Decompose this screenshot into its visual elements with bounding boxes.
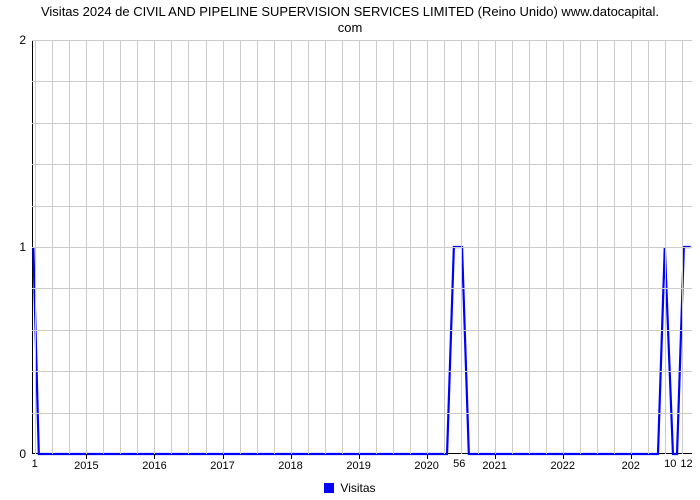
x-tick-label: 2021 xyxy=(482,454,506,472)
gridline-h-minor xyxy=(32,206,692,207)
y-tick-label: 1 xyxy=(19,240,32,254)
chart-container: Visitas 2024 de CIVIL AND PIPELINE SUPER… xyxy=(0,0,700,500)
gridline-v xyxy=(291,40,292,454)
gridline-v xyxy=(274,40,275,454)
gridline-v xyxy=(427,40,428,454)
x-tick-label: 2016 xyxy=(142,454,166,472)
gridline-v xyxy=(103,40,104,454)
gridline-v xyxy=(223,40,224,454)
gridline-v xyxy=(631,40,632,454)
gridline-v xyxy=(86,40,87,454)
data-point-label: 12 xyxy=(680,458,692,470)
chart-title: Visitas 2024 de CIVIL AND PIPELINE SUPER… xyxy=(0,4,700,37)
x-tick-label: 202 xyxy=(622,454,640,472)
x-tick-label: 2017 xyxy=(210,454,234,472)
gridline-v xyxy=(359,40,360,454)
gridline-v xyxy=(257,40,258,454)
gridline-v xyxy=(376,40,377,454)
gridline-v xyxy=(478,40,479,454)
gridline-v xyxy=(342,40,343,454)
gridline-v xyxy=(410,40,411,454)
gridline-v xyxy=(154,40,155,454)
gridline-v xyxy=(461,40,462,454)
y-tick-label: 2 xyxy=(19,33,32,47)
gridline-v xyxy=(52,40,53,454)
gridline-h-minor xyxy=(32,164,692,165)
gridline-v xyxy=(665,40,666,454)
gridline-v xyxy=(69,40,70,454)
data-point-label: 1 xyxy=(32,458,38,470)
gridline-v xyxy=(308,40,309,454)
gridline-v xyxy=(206,40,207,454)
chart-title-line2: com xyxy=(338,20,363,35)
legend-swatch xyxy=(324,483,334,493)
gridline-h-minor xyxy=(32,288,692,289)
gridline-h-minor xyxy=(32,371,692,372)
gridline-v xyxy=(563,40,564,454)
gridline-v xyxy=(171,40,172,454)
gridline-v xyxy=(444,40,445,454)
legend: Visitas xyxy=(0,480,700,495)
gridline-h-minor xyxy=(32,81,692,82)
gridline-v xyxy=(137,40,138,454)
x-tick-label: 2022 xyxy=(550,454,574,472)
x-tick-label: 2015 xyxy=(74,454,98,472)
y-tick-label: 0 xyxy=(19,447,32,461)
gridline-h-minor xyxy=(32,413,692,414)
gridline-v xyxy=(35,40,36,454)
legend-label: Visitas xyxy=(340,481,375,495)
gridline-v xyxy=(597,40,598,454)
data-point-label: 10 xyxy=(664,458,676,470)
gridline-h-major xyxy=(32,40,692,41)
gridline-v xyxy=(512,40,513,454)
gridline-v xyxy=(682,40,683,454)
gridline-h-minor xyxy=(32,330,692,331)
gridline-v xyxy=(240,40,241,454)
chart-title-line1: Visitas 2024 de CIVIL AND PIPELINE SUPER… xyxy=(41,4,659,19)
gridline-v xyxy=(188,40,189,454)
gridline-v xyxy=(614,40,615,454)
plot-area: 0122015201620172018201920202021202220215… xyxy=(32,40,692,454)
gridline-v xyxy=(325,40,326,454)
gridline-v xyxy=(495,40,496,454)
gridline-v xyxy=(648,40,649,454)
data-point-label: 56 xyxy=(453,458,465,470)
x-tick-label: 2019 xyxy=(346,454,370,472)
x-tick-label: 2018 xyxy=(278,454,302,472)
gridline-v xyxy=(393,40,394,454)
gridline-v xyxy=(580,40,581,454)
gridline-v xyxy=(529,40,530,454)
gridline-h-minor xyxy=(32,123,692,124)
gridline-v xyxy=(546,40,547,454)
x-tick-label: 2020 xyxy=(414,454,438,472)
gridline-h-major xyxy=(32,247,692,248)
gridline-v xyxy=(120,40,121,454)
